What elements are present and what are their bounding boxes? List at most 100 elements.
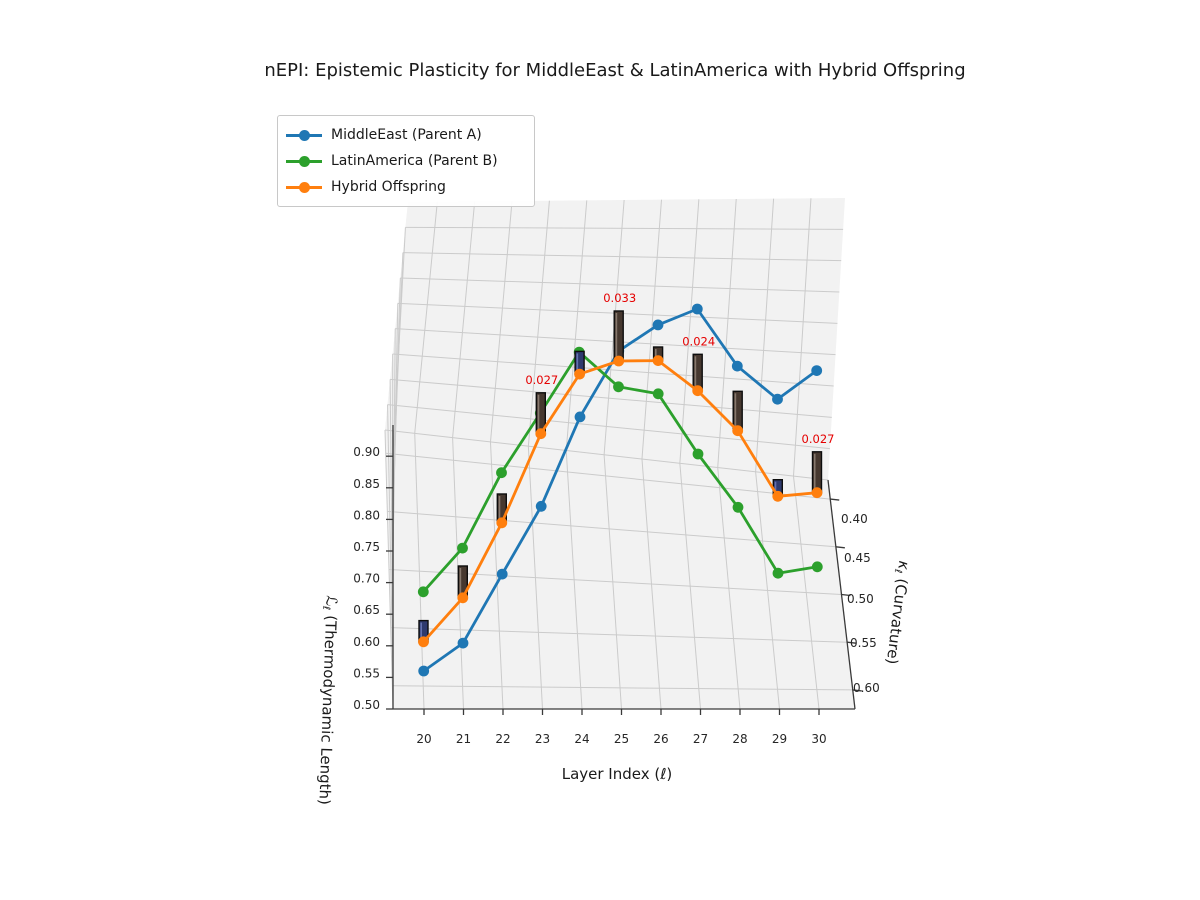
- series-hybrid-offspring-marker: [535, 428, 547, 440]
- y-tick-label: 0.55: [850, 636, 877, 650]
- nepi-bar-layer-27: [692, 353, 703, 392]
- x-tick-label: 29: [772, 732, 787, 746]
- grid-line: [384, 429, 829, 481]
- grid-line: [387, 404, 394, 678]
- nepi-bar-layer-25: [613, 310, 624, 362]
- series-middleeast-parent-a-marker: [731, 360, 743, 372]
- series-latinamerica-parent-b-marker: [732, 501, 744, 513]
- grid-line: [392, 227, 406, 457]
- y-tick: [852, 689, 862, 692]
- grid-line: [385, 452, 831, 500]
- series-hybrid-offspring-marker: [732, 425, 744, 437]
- grid-line: [400, 277, 840, 293]
- series-middleeast-parent-a-marker: [535, 500, 547, 512]
- bar-annotations: 0.027 0.033 0.024 0.027: [525, 291, 834, 446]
- grid-line: [452, 201, 476, 438]
- y-tick: [830, 498, 840, 501]
- grid-line: [565, 200, 588, 451]
- grid-line: [405, 226, 844, 230]
- x-tick-label: 30: [811, 732, 826, 746]
- y-tick: [847, 641, 857, 644]
- grid-line: [717, 198, 737, 468]
- x-tick-label: 22: [495, 732, 510, 746]
- grid-line: [414, 201, 438, 434]
- z-axis-title: ℒℓ (Thermodynamic Length): [313, 595, 340, 805]
- nepi-annotation-layer-25: 0.033: [603, 291, 636, 305]
- series-hybrid-offspring-marker: [692, 385, 704, 397]
- x-tick-label: 27: [693, 732, 708, 746]
- legend: MiddleEast (Parent A) LatinAmerica (Pare…: [277, 115, 535, 207]
- series-latinamerica-parent-b-marker: [496, 467, 507, 479]
- y-tick: [835, 546, 845, 549]
- series-middleeast-parent-a-marker: [457, 637, 469, 649]
- series-middleeast-parent-a-marker: [652, 319, 664, 331]
- legend-marker-middleeast: [286, 129, 322, 141]
- y-tick-label: 0.60: [853, 681, 880, 695]
- series-middleeast-parent-a-marker: [691, 303, 703, 315]
- z-tick-label: 0.75: [353, 540, 380, 554]
- grid-line: [489, 201, 513, 442]
- z-tick-label: 0.80: [353, 508, 380, 522]
- z-tick-label: 0.90: [353, 445, 380, 459]
- series-latinamerica-parent-b-marker: [692, 448, 704, 460]
- series-hybrid-offspring-marker: [457, 592, 469, 604]
- x-tick-label: 25: [614, 732, 629, 746]
- nepi-bar-layer-28: [732, 390, 743, 432]
- series-middleeast-parent-a-marker: [496, 568, 508, 580]
- grid-line: [679, 199, 700, 464]
- series-hybrid-offspring-marker: [772, 490, 784, 502]
- series-latinamerica-parent-b-marker: [811, 561, 823, 573]
- series-hybrid-offspring: [418, 355, 823, 648]
- legend-label-middleeast: MiddleEast (Parent A): [331, 127, 482, 143]
- grid-line: [792, 198, 812, 477]
- grid-line: [387, 404, 830, 450]
- y-tick-label: 0.50: [847, 592, 874, 606]
- x-tick-label: 23: [535, 732, 550, 746]
- axes-spines: [386, 425, 862, 715]
- legend-item-middleeast: MiddleEast (Parent A): [286, 122, 524, 148]
- y-tick: [841, 593, 851, 597]
- legend-item-latinamerica: LatinAmerica (Parent B): [286, 148, 524, 174]
- grid-line: [392, 685, 853, 691]
- legend-marker-hybrid: [286, 181, 322, 193]
- series-latinamerica-parent-b-marker: [613, 381, 624, 393]
- y-axis-title: κℓ (Curvature): [881, 560, 914, 666]
- x-tick-label: 24: [574, 732, 589, 746]
- chart-title: nEPI: Epistemic Plasticity for MiddleEas…: [264, 60, 966, 81]
- legend-label-hybrid: Hybrid Offspring: [331, 179, 446, 195]
- grid-line: [392, 353, 834, 387]
- series-hybrid-offspring-marker: [496, 517, 508, 529]
- legend-label-latinamerica: LatinAmerica (Parent B): [331, 153, 498, 169]
- series-hybrid-offspring-marker: [652, 355, 664, 366]
- y-tick-label: 0.40: [841, 512, 868, 526]
- grid-line: [387, 510, 836, 548]
- series-hybrid-offspring-marker: [613, 355, 625, 367]
- series-middleeast-parent-a-marker: [811, 365, 823, 376]
- legend-item-hybrid: Hybrid Offspring: [286, 174, 524, 200]
- x-tick-label: 28: [732, 732, 747, 746]
- series-latinamerica-parent-b-marker: [417, 586, 429, 598]
- nepi-annotation-layer-30: 0.027: [802, 432, 835, 446]
- grid-line: [527, 200, 550, 447]
- legend-marker-latinamerica: [286, 155, 322, 167]
- tick-labels: 20 21 22 23 24 25 26 27 28 29 30 0.50 0.55 0.60 0.65 0.…: [353, 445, 879, 746]
- series-middleeast-parent-a-marker: [574, 411, 586, 423]
- grid-line: [390, 378, 832, 418]
- z-tick-label: 0.60: [353, 635, 380, 649]
- x-tick-label: 26: [653, 732, 668, 746]
- z-tick-label: 0.55: [353, 666, 380, 680]
- x-tick-label: 21: [456, 732, 471, 746]
- series-latinamerica-parent-b-marker: [652, 388, 664, 400]
- series-hybrid-offspring-marker: [811, 487, 823, 499]
- series-middleeast-parent-a-marker: [772, 393, 783, 405]
- grid-line: [755, 198, 775, 472]
- y-tick-label: 0.45: [844, 551, 871, 565]
- nepi-annotation-layer-23: 0.027: [525, 373, 558, 387]
- panes: [385, 198, 855, 709]
- series-hybrid-offspring-marker: [574, 368, 585, 380]
- z-tick-label: 0.85: [353, 477, 380, 491]
- nepi-bar-layer-30: [811, 451, 823, 494]
- series-middleeast-parent-a-marker: [418, 665, 430, 677]
